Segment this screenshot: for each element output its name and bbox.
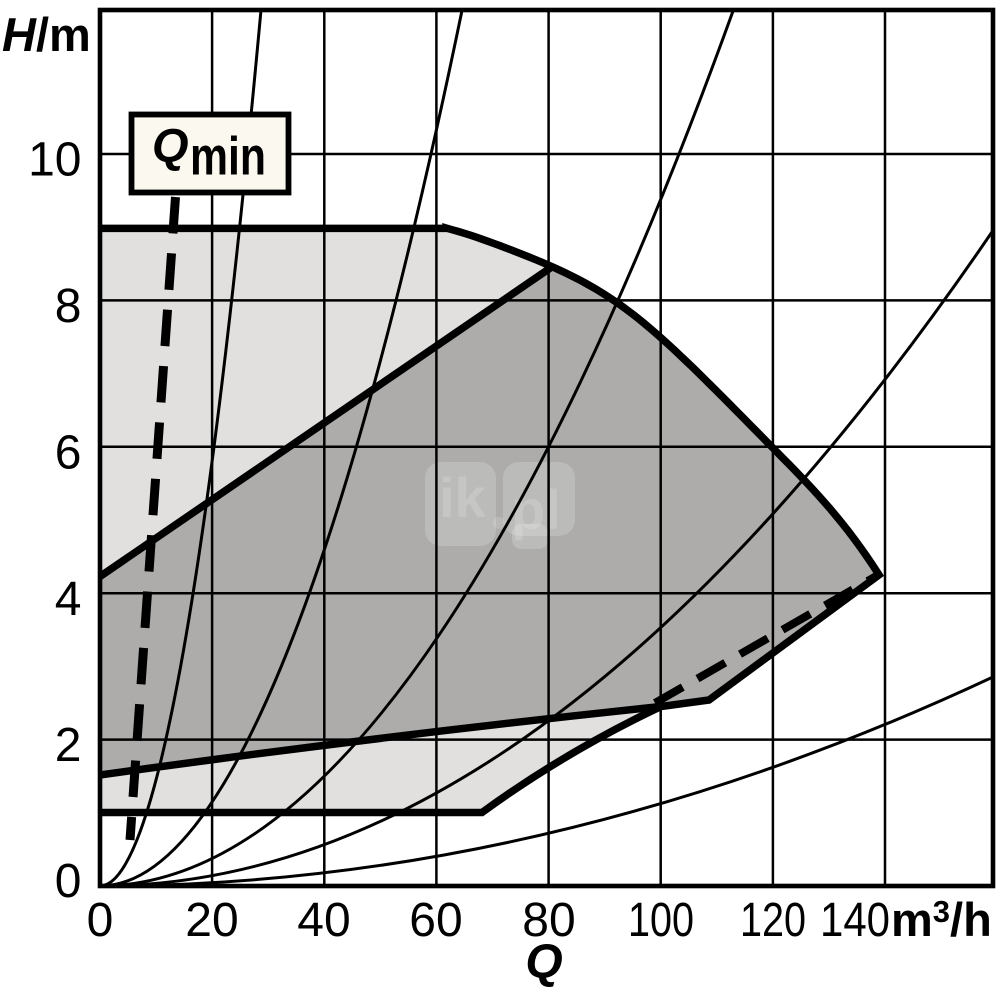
svg-text:pl: pl: [511, 478, 561, 541]
svg-text:60: 60: [409, 894, 462, 947]
svg-text:20: 20: [185, 894, 238, 947]
svg-text:100: 100: [628, 894, 694, 947]
svg-text:40: 40: [297, 894, 350, 947]
svg-text:80: 80: [522, 894, 575, 947]
svg-text:6: 6: [55, 427, 82, 480]
svg-text:H/m: H/m: [2, 8, 91, 61]
svg-text:Q: Q: [525, 936, 562, 989]
svg-text:10: 10: [28, 134, 81, 187]
svg-text:2: 2: [55, 719, 82, 772]
svg-text:min: min: [190, 127, 266, 187]
svg-text:0: 0: [55, 855, 82, 908]
svg-text:120: 120: [740, 894, 806, 947]
svg-text:0: 0: [87, 894, 114, 947]
svg-text:8: 8: [55, 280, 82, 333]
svg-text:ik: ik: [439, 466, 487, 529]
svg-text:4: 4: [55, 573, 82, 626]
svg-text:Q: Q: [152, 119, 189, 172]
svg-text:140: 140: [820, 894, 890, 947]
